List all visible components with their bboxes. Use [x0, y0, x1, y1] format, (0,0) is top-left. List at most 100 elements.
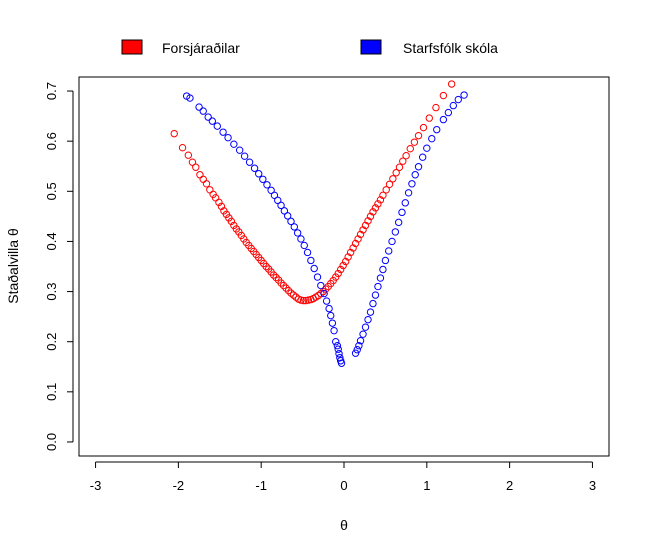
point-starfsfolk-skola [204, 113, 212, 121]
point-forsjaradilar [389, 175, 397, 183]
point-forsjaradilar [354, 235, 362, 243]
point-starfsfolk-skola [359, 330, 367, 338]
point-forsjaradilar [334, 269, 342, 278]
point-starfsfolk-skola [313, 273, 322, 281]
point-forsjaradilar [339, 261, 347, 270]
point-starfsfolk-skola [404, 189, 413, 197]
point-starfsfolk-skola [371, 291, 380, 299]
y-axis-title: Staðalvilla θ [5, 228, 21, 304]
point-forsjaradilar [406, 144, 414, 153]
point-starfsfolk-skola [333, 342, 342, 350]
plot-frame [78, 76, 610, 457]
point-forsjaradilar [184, 151, 193, 159]
y-tick-label: 0.0 [44, 433, 59, 451]
point-starfsfolk-skola [219, 128, 227, 136]
point-forsjaradilar [170, 129, 178, 138]
point-forsjaradilar [215, 198, 223, 207]
point-forsjaradilar [399, 157, 407, 165]
point-starfsfolk-skola [317, 281, 325, 290]
point-starfsfolk-skola [379, 265, 387, 274]
point-starfsfolk-skola [277, 201, 285, 210]
legend-label-forsjaradilar: Forsjáraðilar [162, 40, 240, 56]
point-forsjaradilar [178, 143, 187, 152]
point-forsjaradilar [395, 163, 404, 171]
point-forsjaradilar [379, 191, 387, 200]
point-starfsfolk-skola [391, 228, 400, 236]
point-starfsfolk-skola [460, 91, 468, 99]
point-forsjaradilar [376, 196, 385, 204]
point-starfsfolk-skola [213, 122, 222, 130]
point-starfsfolk-skola [240, 152, 249, 160]
point-starfsfolk-skola [310, 264, 318, 273]
point-starfsfolk-skola [369, 299, 377, 308]
point-starfsfolk-skola [381, 256, 390, 265]
point-forsjaradilar [284, 286, 293, 295]
point-starfsfolk-skola [303, 248, 312, 257]
point-forsjaradilar [269, 271, 278, 279]
point-starfsfolk-skola [300, 241, 308, 250]
point-forsjaradilar [279, 281, 288, 290]
point-forsjaradilar [272, 273, 280, 282]
point-starfsfolk-skola [287, 217, 295, 226]
point-starfsfolk-skola [328, 319, 337, 327]
x-axis: -3 -2 -1 0 1 2 3 [90, 461, 596, 493]
point-forsjaradilar [425, 114, 433, 122]
x-axis-title: θ [340, 517, 348, 533]
point-forsjaradilar [439, 91, 448, 100]
point-starfsfolk-skola [334, 345, 342, 353]
point-starfsfolk-skola [322, 297, 331, 305]
x-tick-label: 1 [423, 478, 430, 493]
point-starfsfolk-skola [199, 107, 207, 115]
point-starfsfolk-skola [208, 117, 217, 125]
point-starfsfolk-skola [255, 170, 263, 178]
y-tick-label: 0.1 [44, 383, 59, 401]
legend: Forsjáraðilar Starfsfólk skóla [121, 39, 498, 56]
y-tick-label: 0.2 [44, 333, 59, 351]
point-forsjaradilar [192, 163, 200, 171]
point-starfsfolk-skola [366, 308, 375, 316]
x-tick-label: -1 [255, 478, 267, 493]
point-forsjaradilar [196, 171, 204, 179]
x-tick-label: -2 [173, 478, 185, 493]
point-starfsfolk-skola [267, 186, 275, 195]
point-forsjaradilar [322, 285, 330, 293]
point-starfsfolk-skola [444, 108, 453, 117]
point-forsjaradilar [369, 208, 377, 216]
point-forsjaradilar [364, 217, 372, 225]
legend-label-starfsfolk-skola: Starfsfólk skóla [403, 40, 498, 56]
point-starfsfolk-skola [235, 146, 244, 154]
point-starfsfolk-skola [449, 101, 458, 110]
y-tick-label: 0.6 [44, 132, 59, 150]
legend-swatch-forsjaradilar [121, 39, 143, 55]
point-forsjaradilar [289, 291, 298, 299]
point-forsjaradilar [447, 80, 456, 88]
point-starfsfolk-skola [454, 95, 462, 104]
data-points [170, 80, 468, 367]
point-forsjaradilar [346, 248, 355, 257]
point-starfsfolk-skola [259, 175, 267, 183]
point-forsjaradilar [382, 186, 390, 194]
point-forsjaradilar [262, 262, 270, 271]
point-starfsfolk-skola [327, 311, 335, 320]
point-forsjaradilar [419, 123, 428, 132]
x-tick-label: 0 [340, 478, 347, 493]
point-forsjaradilar [371, 204, 380, 212]
point-starfsfolk-skola [293, 229, 302, 237]
point-starfsfolk-skola [274, 196, 282, 205]
y-tick-label: 0.4 [44, 232, 59, 250]
point-starfsfolk-skola [423, 144, 431, 152]
point-starfsfolk-skola [364, 315, 372, 324]
point-starfsfolk-skola [388, 237, 396, 246]
point-starfsfolk-skola [418, 153, 427, 161]
point-forsjaradilar [282, 284, 290, 292]
point-forsjaradilar [299, 296, 308, 305]
point-forsjaradilar [366, 212, 375, 221]
point-starfsfolk-skola [433, 125, 441, 134]
point-starfsfolk-skola [283, 212, 292, 220]
point-forsjaradilar [199, 175, 207, 183]
point-forsjaradilar [392, 169, 400, 177]
x-tick-label: -3 [90, 478, 102, 493]
point-starfsfolk-skola [439, 115, 448, 124]
point-starfsfolk-skola [398, 208, 406, 217]
point-starfsfolk-skola [401, 199, 409, 207]
